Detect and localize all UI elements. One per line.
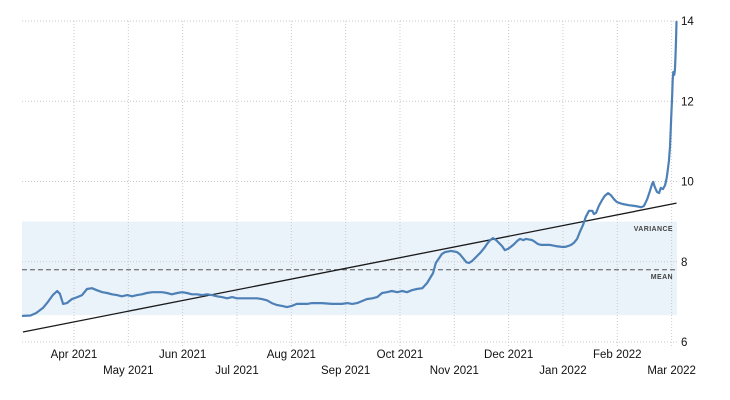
x-axis-label: Jan 2022: [539, 365, 586, 377]
variance-band-label: VARIANCE: [633, 226, 673, 233]
y-axis-label: 14: [681, 16, 694, 28]
x-axis-label: May 2021: [103, 365, 154, 377]
x-axis-label: Feb 2022: [593, 349, 642, 361]
trend-line: [22, 202, 677, 333]
x-axis-label: Oct 2021: [377, 349, 424, 361]
y-axis-label: 10: [681, 177, 694, 189]
x-axis-label: Dec 2021: [484, 349, 533, 361]
y-axis-label: 8: [681, 257, 687, 269]
mean-line-label: MEAN: [650, 274, 673, 281]
y-axis-label: 12: [681, 96, 694, 108]
x-axis-label: Mar 2022: [647, 365, 696, 377]
x-axis-label: Apr 2021: [51, 349, 98, 361]
x-axis-label: Nov 2021: [430, 365, 479, 377]
x-axis-label: Aug 2021: [267, 349, 316, 361]
x-axis-label: Sep 2021: [321, 365, 370, 377]
x-axis-label: Jul 2021: [215, 365, 258, 377]
x-axis-label: Jun 2021: [159, 349, 206, 361]
variance-band: [22, 221, 677, 316]
series-line: [21, 20, 678, 317]
y-axis-label: 6: [681, 337, 687, 349]
